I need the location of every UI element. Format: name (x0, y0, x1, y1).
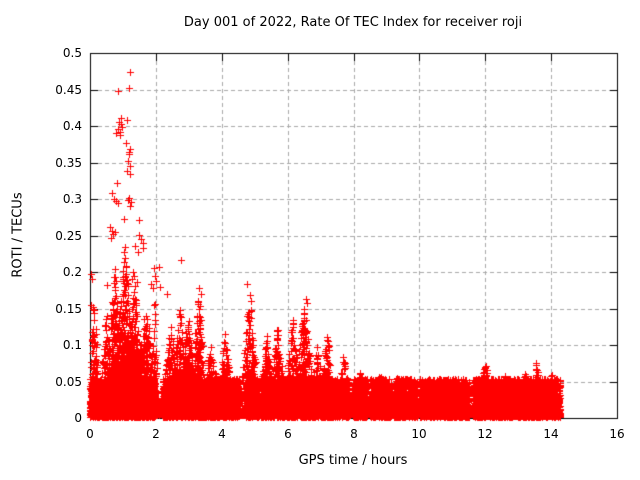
x-tick-label: 10 (411, 427, 427, 441)
y-tick-label: 0.45 (55, 83, 82, 97)
y-tick-label: 0.5 (62, 46, 82, 60)
y-tick-label: 0 (74, 411, 82, 425)
x-tick-label: 16 (609, 427, 625, 441)
y-tick-label: 0.4 (62, 119, 82, 133)
x-tick-label: 2 (152, 427, 160, 441)
x-tick-label: 8 (350, 427, 358, 441)
x-tick-label: 4 (218, 427, 226, 441)
y-tick-label: 0.25 (55, 229, 82, 243)
x-tick-label: 6 (284, 427, 292, 441)
y-tick-label: 0.05 (55, 375, 82, 389)
x-tick-label: 14 (543, 427, 559, 441)
y-tick-label: 0.15 (55, 302, 82, 316)
y-tick-label: 0.2 (62, 265, 82, 279)
x-tick-label: 0 (86, 427, 94, 441)
x-tick-label: 12 (477, 427, 493, 441)
x-axis-title: GPS time / hours (298, 453, 408, 468)
chart-title: Day 001 of 2022, Rate Of TEC Index for r… (183, 15, 523, 30)
y-tick-label: 0.35 (55, 156, 82, 170)
y-axis-title: ROTI / TECUs (10, 192, 26, 278)
y-tick-label: 0.3 (62, 192, 82, 206)
y-tick-label: 0.1 (62, 338, 82, 352)
